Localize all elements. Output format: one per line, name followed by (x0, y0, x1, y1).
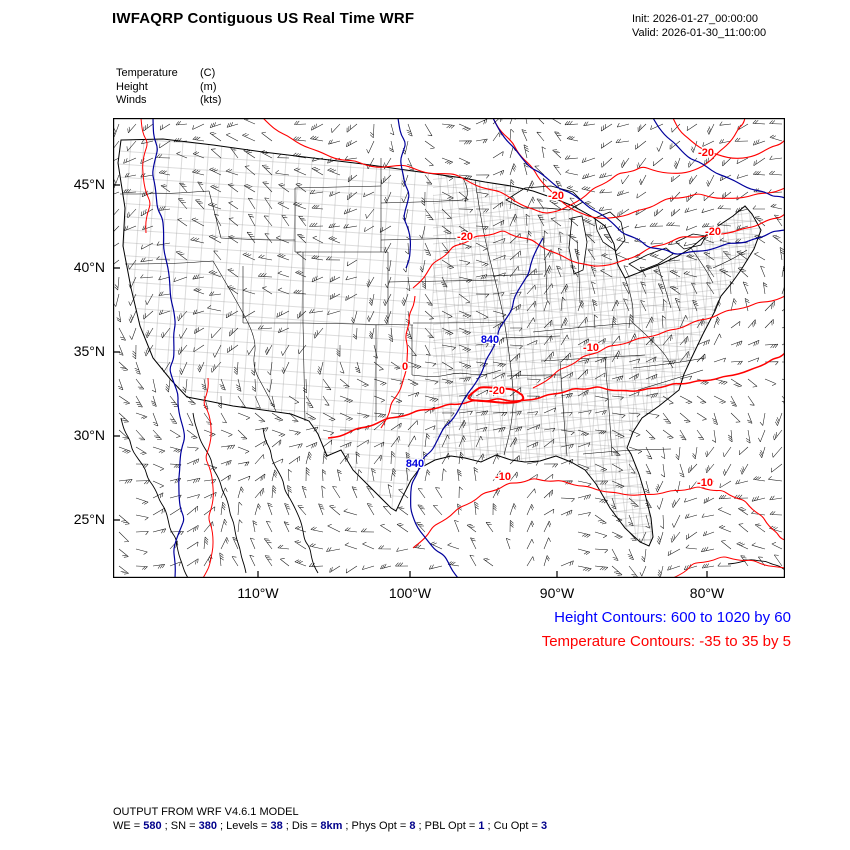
model-param-value: 8 (409, 820, 416, 832)
variable-name: Height (116, 80, 148, 93)
model-param-value: 3 (541, 820, 548, 832)
model-config-line: WE = 580 ; SN = 380 ; Levels = 38 ; Dis … (113, 820, 547, 832)
model-output-caption: OUTPUT FROM WRF V4.6.1 MODEL (113, 806, 299, 818)
model-param-value: 580 (143, 820, 162, 832)
variable-row-winds: Winds (kts) (116, 94, 221, 108)
variable-name: Temperature (116, 67, 178, 79)
x-axis-tick-label: 100°W (388, 585, 432, 601)
map-plot-area: -20 -20 -20 -20 0 -20 -10 -10 -10 840 840 (113, 118, 785, 578)
variable-units: (m) (200, 80, 217, 93)
contour-label: 840 (406, 458, 424, 470)
contour-label: 840 (481, 334, 499, 346)
variable-units: (C) (200, 67, 216, 79)
y-axis-tick-label: 30°N (73, 427, 105, 443)
model-param-value: 38 (270, 820, 283, 832)
y-axis-tick-label: 35°N (73, 343, 105, 359)
temperature-contour-legend: Temperature Contours: -35 to 35 by 5 (541, 633, 791, 650)
model-param-value: 1 (478, 820, 485, 832)
contour-label: -20 (705, 226, 721, 238)
weather-contour-map: -20 -20 -20 -20 0 -20 -10 -10 -10 840 840 (113, 118, 785, 578)
y-axis-tick-label: 45°N (73, 176, 105, 192)
variable-row-temperature: Temperature (C) (116, 67, 221, 81)
variable-row-height: Height (m) (116, 81, 221, 95)
valid-time: Valid: 2026-01-30_11:00:00 (632, 27, 767, 39)
x-axis-tick-label: 110°W (237, 585, 279, 601)
contour-label: -10 (583, 342, 599, 354)
x-axis-tick-label: 90°W (539, 585, 575, 601)
contour-label: -20 (489, 385, 505, 397)
page-title: IWFAQRP Contiguous US Real Time WRF (112, 10, 415, 27)
model-param-value: 380 (198, 820, 217, 832)
contour-label: -10 (495, 471, 511, 483)
y-axis-tick-label: 25°N (73, 511, 105, 527)
height-contour-legend: Height Contours: 600 to 1020 by 60 (554, 609, 791, 626)
x-axis-tick-label: 80°W (689, 585, 725, 601)
variable-legend: Temperature (C) Height (m) Winds (kts) (116, 67, 221, 108)
y-axis-tick-label: 40°N (73, 259, 105, 275)
init-time: Init: 2026-01-27_00:00:00 (632, 13, 758, 25)
model-config-params: WE = 580 ; SN = 380 ; Levels = 38 ; Dis … (113, 820, 548, 832)
model-param-value: 8km (320, 820, 343, 832)
run-info: Init: 2026-01-27_00:00:00 Valid: 2026-01… (632, 12, 766, 40)
contour-label: -20 (457, 231, 473, 243)
contour-label: 0 (402, 361, 408, 373)
contour-label: -20 (548, 190, 564, 202)
contour-label: -10 (697, 477, 713, 489)
variable-name: Winds (116, 94, 147, 106)
variable-units: (kts) (200, 94, 222, 106)
contour-label: -20 (698, 147, 714, 159)
